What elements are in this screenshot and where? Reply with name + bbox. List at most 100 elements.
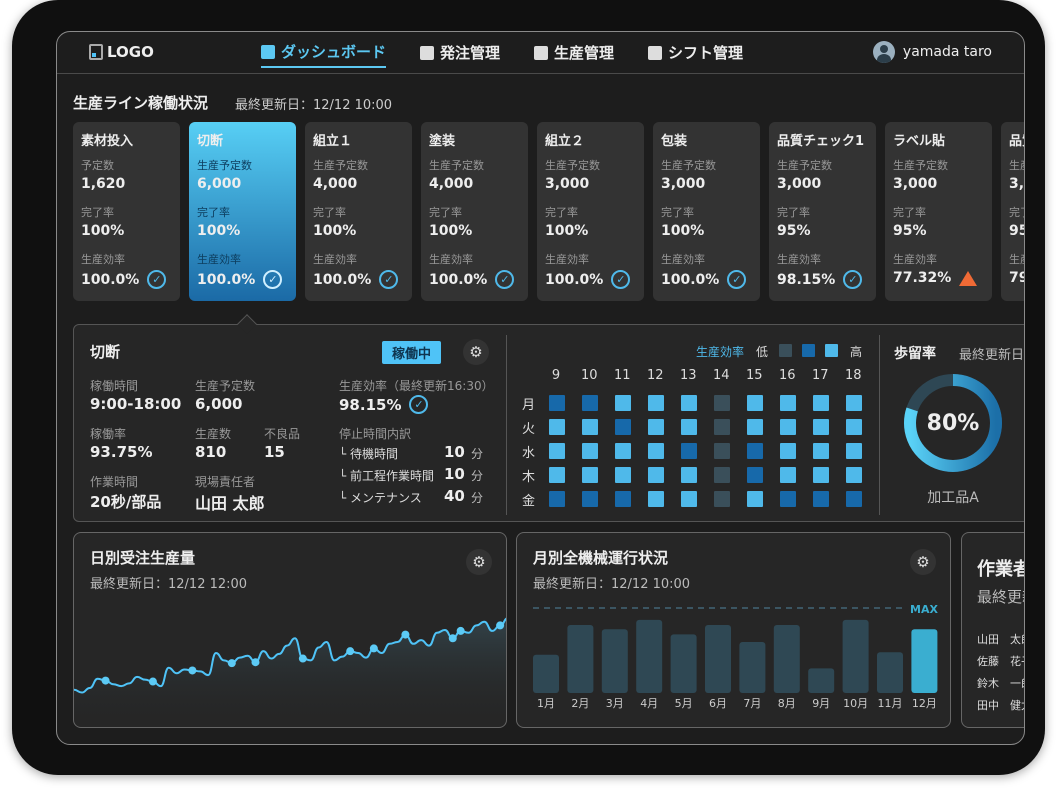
hour-label: 10 <box>581 368 598 383</box>
card-value-row: 100.0% ✓ <box>313 270 404 289</box>
card-value: 100% <box>545 223 589 239</box>
stop-value: 40 <box>444 487 465 505</box>
line-point[interactable] <box>101 676 110 685</box>
logo-text: LOGO <box>107 43 154 61</box>
bar-2月[interactable] <box>567 625 594 693</box>
line-point[interactable] <box>448 634 457 643</box>
bar-4月[interactable] <box>636 619 663 693</box>
nav-item-0[interactable]: ダッシュボード <box>261 41 387 68</box>
bar-label: 9月 <box>812 697 830 710</box>
stop-value: 10 <box>444 465 465 483</box>
line-card[interactable]: 品質生産 3,0 完了 95% 生産 79. <box>1001 122 1024 301</box>
card-label: 生産 <box>1009 159 1024 172</box>
plan: 6,000 <box>195 395 243 413</box>
line-point[interactable] <box>369 644 378 653</box>
status-badge: 稼働中 <box>382 341 442 364</box>
line-card[interactable]: 包装 生産予定数 3,000 完了率 100% 生産効率 100.0% ✓ <box>653 122 760 301</box>
screen: LOGO ダッシュボード 発注管理 生産管理 シフト管理 yamada taro 生産… <box>56 31 1025 745</box>
efficiency: 98.15% <box>339 395 402 414</box>
card-label: 生産予定数 <box>777 159 832 172</box>
bar-1月[interactable] <box>533 654 559 693</box>
nav-item-2[interactable]: 生産管理 <box>534 41 614 68</box>
bar-9月[interactable] <box>808 668 835 693</box>
card-label: 生産効率 <box>777 253 821 266</box>
bar-label: 11月 <box>878 697 903 710</box>
donut-arc <box>904 374 1002 472</box>
worker-name[interactable]: 鈴木 一郎 <box>977 677 1024 690</box>
bar-12月[interactable] <box>911 629 938 693</box>
detail-panel: 切断 稼働中 ⚙ 稼働時間 9:00-18:00 生産予定数 6,000 稼働率… <box>73 314 1024 522</box>
card-value: 100.0% <box>545 271 604 288</box>
logo[interactable]: LOGO <box>89 43 154 61</box>
worker-name[interactable]: 佐藤 花子 <box>977 655 1024 668</box>
hour-label: 14 <box>713 368 730 383</box>
hour-label: 11 <box>614 368 631 383</box>
line-card[interactable]: 素材投入 予定数 1,620 完了率 100% 生産効率 100.0% ✓ <box>73 122 180 301</box>
worker-name[interactable]: 田中 健太 <box>977 699 1024 712</box>
bar-10月[interactable] <box>842 619 869 693</box>
bar-label: 5月 <box>675 697 693 710</box>
nav-item-3[interactable]: シフト管理 <box>648 41 743 68</box>
line-point[interactable] <box>456 626 465 635</box>
line-point[interactable] <box>188 666 197 675</box>
card-value-row: 6,000 <box>197 176 288 192</box>
line-card[interactable]: 品質チェック1 生産予定数 3,000 完了率 95% 生産効率 98.15% ✓ <box>769 122 876 301</box>
bar-7月[interactable] <box>739 642 766 693</box>
daily-settings-button[interactable]: ⚙ <box>466 549 492 575</box>
line-point[interactable] <box>227 659 236 668</box>
nav-item-1[interactable]: 発注管理 <box>420 41 500 68</box>
line-point[interactable] <box>401 630 410 639</box>
line-card[interactable]: 組立１ 生産予定数 4,000 完了率 100% 生産効率 100.0% ✓ <box>305 122 412 301</box>
card-value-row: 1,620 <box>81 176 172 192</box>
bar-5月[interactable] <box>670 634 697 693</box>
line-point[interactable] <box>251 658 260 667</box>
line-point[interactable] <box>298 654 307 663</box>
bar-label: 2月 <box>571 697 589 710</box>
card-label: 生産効率 <box>661 253 705 266</box>
heatmap-cell <box>747 395 763 411</box>
card-label: 生産効率 <box>429 253 473 266</box>
stop-label: └ 前工程作業時間 <box>339 469 435 483</box>
line-card[interactable]: ラベル貼 生産予定数 3,000 完了率 95% 生産効率 77.32% <box>885 122 992 301</box>
detail-settings-button[interactable]: ⚙ <box>463 339 489 365</box>
line-point[interactable] <box>496 621 505 630</box>
line-point[interactable] <box>148 677 157 686</box>
card-label: 生産 <box>1009 253 1024 266</box>
bar-11月[interactable] <box>877 652 903 693</box>
worker-name[interactable]: 山田 太郎 <box>977 633 1024 646</box>
heatmap-cell <box>714 395 730 411</box>
nav-label: ダッシュボード <box>281 43 387 61</box>
daily-line <box>74 617 506 694</box>
line-card[interactable]: 組立２ 生産予定数 3,000 完了率 100% 生産効率 100.0% ✓ <box>537 122 644 301</box>
card-value-row: 3,000 <box>893 176 984 192</box>
day-label: 木 <box>522 470 536 485</box>
heatmap-cell <box>648 395 664 411</box>
label: 現場責任者 <box>195 475 256 489</box>
monthly-settings-button[interactable]: ⚙ <box>910 549 936 575</box>
main-nav: ダッシュボード 発注管理 生産管理 シフト管理 <box>261 41 743 68</box>
card-label: 完了率 <box>893 206 926 219</box>
bar-8月[interactable] <box>773 625 800 693</box>
heatmap-cell <box>648 491 664 507</box>
user-menu[interactable]: yamada taro <box>872 41 992 63</box>
check-circle-icon: ✓ <box>409 395 429 414</box>
line-card[interactable]: 塗装 生産予定数 4,000 完了率 100% 生産効率 100.0% ✓ <box>421 122 528 301</box>
card-value: 95% <box>893 223 927 239</box>
section-updated: 最終更新日：12/12 10:00 <box>235 98 393 113</box>
heatmap-cell <box>648 467 664 483</box>
line-point[interactable] <box>346 647 355 656</box>
label: 生産予定数 <box>195 379 256 393</box>
card-value-row: 100.0% ✓ <box>545 270 636 289</box>
heatmap-cell <box>549 443 565 459</box>
bar-3月[interactable] <box>601 629 628 693</box>
heatmap-cell <box>582 419 598 435</box>
panel-title: 作業者 <box>977 559 1024 580</box>
legend-swatch-mid <box>802 344 815 357</box>
heatmap-cell <box>582 467 598 483</box>
line-card[interactable]: 切断 生産予定数 6,000 完了率 100% 生産効率 100.0% ✓ <box>189 122 296 301</box>
label: 生産数 <box>195 427 232 441</box>
rate: 93.75% <box>90 443 153 461</box>
card-value-row: 100% <box>197 223 288 239</box>
card-value: 3,000 <box>545 176 590 192</box>
bar-6月[interactable] <box>705 625 731 693</box>
